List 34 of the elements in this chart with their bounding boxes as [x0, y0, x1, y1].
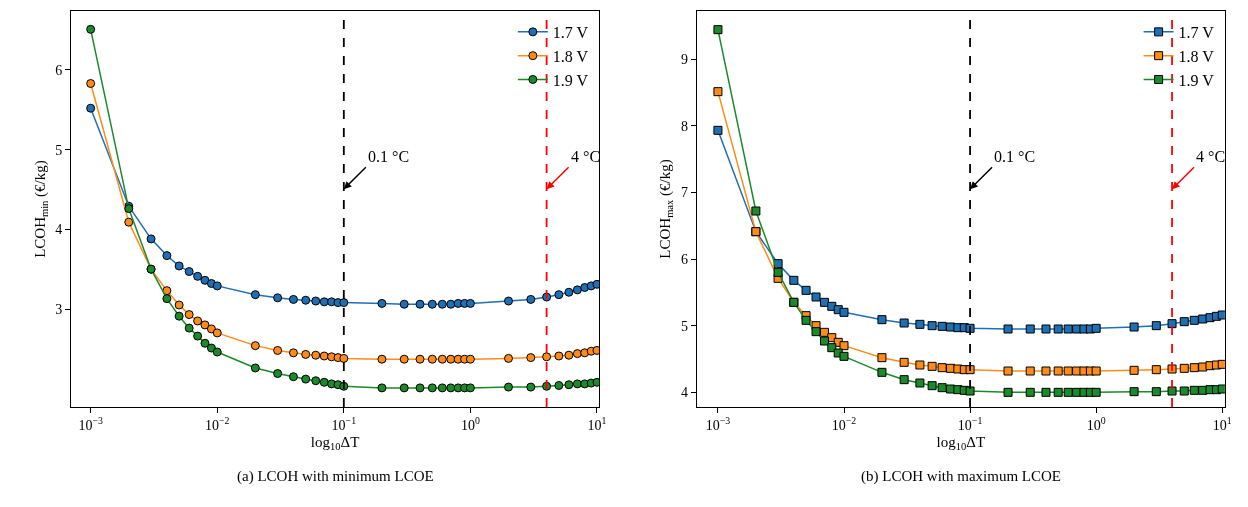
legend-label: 1.8 V [552, 47, 589, 65]
legend-label: 1.9 V [552, 71, 589, 89]
legend-label: 1.8 V [1178, 47, 1215, 65]
y-tick-label: 5 [681, 318, 689, 334]
x-axis-title: log$_{10}$ΔT [936, 433, 986, 452]
legend-label: 1.9 V [1178, 71, 1215, 89]
y-tick-label: 5 [55, 142, 63, 158]
y-tick-label: 4 [55, 222, 63, 238]
x-tick-label: 10$^{0}$ [460, 414, 480, 433]
x-tick-label: 10$^{−2}$ [831, 414, 857, 433]
ref-line-label: 4 °C [1196, 148, 1226, 165]
ref-line-label: 0.1 °C [368, 148, 410, 165]
legend-label: 1.7 V [552, 24, 589, 42]
y-tick-label: 8 [681, 118, 689, 134]
y-tick-label: 6 [681, 251, 689, 267]
y-tick-label: 7 [681, 185, 689, 201]
text: (a) LCOH with minimum LCOE [237, 468, 434, 485]
x-tick-label: 10$^{0}$ [1086, 414, 1106, 433]
x-tick-label: 10$^{1}$ [1212, 414, 1232, 433]
y-tick-label: 4 [681, 385, 689, 401]
y-tick-label: 3 [55, 301, 63, 317]
ref-line-label: 0.1 °C [994, 148, 1036, 165]
ref-line-label: 4 °C [571, 148, 601, 165]
x-axis-title: log$_{10}$ΔT [310, 433, 360, 452]
legend-label: 1.7 V [1178, 24, 1215, 42]
x-tick-label: 10$^{−3}$ [78, 414, 103, 433]
text: (b) LCOH with maximum LCOE [861, 468, 1061, 485]
x-tick-label: 10$^{−1}$ [331, 414, 357, 433]
x-tick-label: 10$^{−1}$ [957, 414, 983, 433]
x-tick-label: 10$^{1}$ [587, 414, 607, 433]
y-tick-label: 9 [681, 51, 689, 67]
x-tick-label: 10$^{−2}$ [205, 414, 230, 433]
y-tick-label: 6 [55, 62, 63, 78]
x-tick-label: 10$^{−3}$ [705, 414, 731, 433]
